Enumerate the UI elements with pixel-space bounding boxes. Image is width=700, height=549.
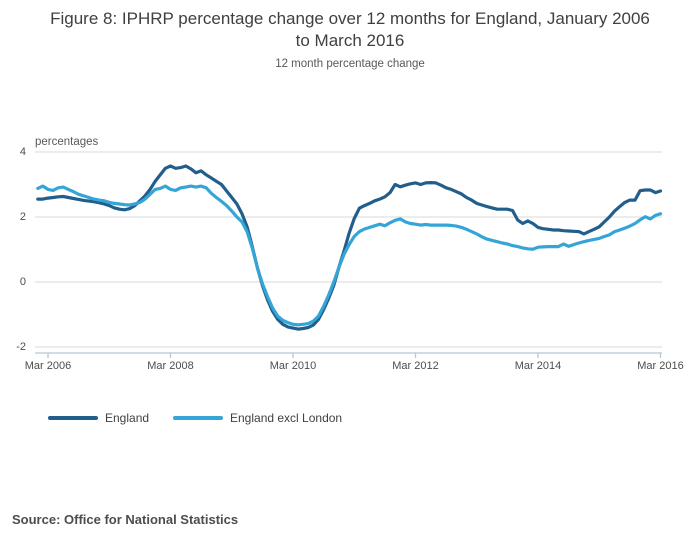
x-tick-label: Mar 2008 xyxy=(147,360,194,372)
series-lines xyxy=(36,164,663,331)
legend-item-england: England xyxy=(48,411,149,425)
legend-line-swatch xyxy=(48,416,98,420)
source-note: Source: Office for National Statistics xyxy=(12,512,239,527)
legend-line-swatch xyxy=(173,416,223,420)
y-tick-label: -2 xyxy=(16,341,26,353)
x-tick-label: Mar 2016 xyxy=(637,360,684,372)
x-tick-label: Mar 2010 xyxy=(269,360,317,372)
gridlines xyxy=(35,151,662,348)
x-axis-line xyxy=(35,352,662,358)
series-line-england-excl-london xyxy=(36,184,663,327)
chart-legend: England England excl London xyxy=(0,411,700,427)
y-tick-label: 2 xyxy=(19,211,26,223)
legend-item-england-excl-london: England excl London xyxy=(173,411,342,425)
y-tick-label: 0 xyxy=(19,276,26,288)
x-tick-label: Mar 2014 xyxy=(514,360,562,372)
series-line-england xyxy=(36,164,663,331)
figure-subtitle: 12 month percentage change xyxy=(275,58,425,70)
legend-label: England excl London xyxy=(230,411,343,425)
y-tick-label: 4 xyxy=(19,146,26,158)
legend-label: England xyxy=(105,411,150,425)
x-tick-label: Mar 2006 xyxy=(24,360,72,372)
x-tick-label: Mar 2012 xyxy=(392,360,439,372)
figure-title: Figure 8: IPHRP percentage change over 1… xyxy=(50,9,650,50)
y-axis-unit-label: percentages xyxy=(35,136,99,148)
